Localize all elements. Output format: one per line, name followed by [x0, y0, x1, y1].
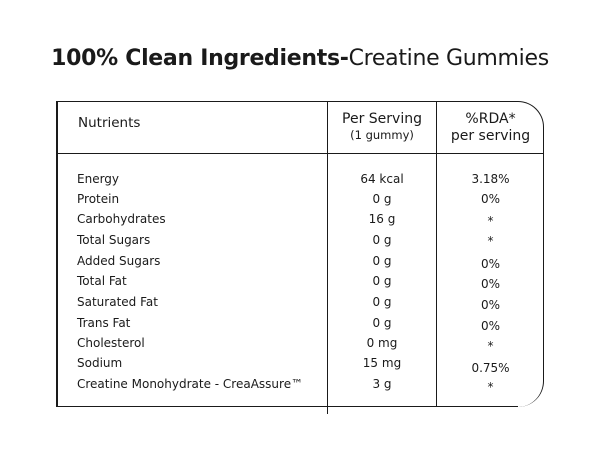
- title-regular: Creatine Gummies: [348, 46, 550, 71]
- header-divider: [56, 153, 544, 155]
- row-nutrient: Energy: [77, 172, 120, 186]
- row-rda: *: [487, 214, 494, 228]
- table-left-border: [56, 101, 58, 407]
- table-row: Total Sugars 0 g *: [0, 233, 600, 253]
- row-per-serving: 0 g: [372, 233, 392, 247]
- row-rda: 0%: [480, 257, 501, 271]
- row-per-serving: 15 mg: [362, 356, 402, 370]
- row-per-serving: 0 g: [372, 274, 392, 288]
- row-rda: *: [487, 380, 494, 394]
- page-title: 100% Clean Ingredients-Creatine Gummies: [0, 46, 600, 71]
- row-per-serving: 0 g: [372, 254, 392, 268]
- row-nutrient: Creatine Monohydrate - CreaAssure™: [77, 377, 304, 391]
- table-row: Protein 0 g 0%: [0, 192, 600, 212]
- row-rda: 0%: [480, 192, 501, 206]
- table-row: Total Fat 0 g 0%: [0, 274, 600, 294]
- row-nutrient: Total Sugars: [77, 233, 151, 247]
- row-per-serving: 0 mg: [366, 336, 398, 350]
- header-nutrients: Nutrients: [78, 115, 141, 131]
- row-nutrient: Added Sugars: [77, 254, 161, 268]
- header-per-serving-sub: (1 gummy): [350, 128, 414, 142]
- row-nutrient: Sodium: [77, 356, 123, 370]
- header-rda-line1: %RDA*: [465, 111, 516, 127]
- row-rda: *: [487, 339, 494, 353]
- row-per-serving: 0 g: [372, 192, 392, 206]
- table-row: Saturated Fat 0 g 0%: [0, 295, 600, 315]
- table-row: Creatine Monohydrate - CreaAssure™ 3 g *: [0, 377, 600, 397]
- table-row: Added Sugars 0 g 0%: [0, 254, 600, 274]
- row-nutrient: Cholesterol: [77, 336, 145, 350]
- header-per-serving: Per Serving (1 gummy): [328, 111, 436, 143]
- table-row: Energy 64 kcal 3.18%: [0, 172, 600, 192]
- row-nutrient: Protein: [77, 192, 120, 206]
- row-nutrient: Carbohydrates: [77, 212, 166, 226]
- row-nutrient: Total Fat: [77, 274, 127, 288]
- row-per-serving: 16 g: [368, 212, 396, 226]
- row-rda: 0%: [480, 298, 501, 312]
- row-nutrient: Saturated Fat: [77, 295, 158, 309]
- header-rda: %RDA* per serving: [437, 111, 544, 145]
- table-row: Cholesterol 0 mg *: [0, 336, 600, 356]
- row-per-serving: 3 g: [372, 377, 392, 391]
- table-row: Sodium 15 mg 0.75%: [0, 356, 600, 376]
- row-rda: 0.75%: [471, 361, 510, 375]
- header-per-serving-label: Per Serving: [342, 111, 422, 127]
- row-rda: *: [487, 234, 494, 248]
- table-row: Trans Fat 0 g 0%: [0, 316, 600, 336]
- row-rda: 0%: [480, 277, 501, 291]
- row-rda: 0%: [480, 319, 501, 333]
- title-bold: 100% Clean Ingredients-: [51, 46, 349, 71]
- header-rda-line2: per serving: [450, 128, 531, 144]
- row-per-serving: 64 kcal: [360, 172, 404, 186]
- column-divider-1: [327, 101, 329, 414]
- row-rda: 3.18%: [471, 172, 510, 186]
- column-divider-2: [436, 101, 438, 406]
- row-nutrient: Trans Fat: [77, 316, 131, 330]
- table-bottom-border: [56, 405, 518, 407]
- nutrition-table-frame: [56, 101, 544, 407]
- table-row: Carbohydrates 16 g *: [0, 212, 600, 232]
- row-per-serving: 0 g: [372, 295, 392, 309]
- row-per-serving: 0 g: [372, 316, 392, 330]
